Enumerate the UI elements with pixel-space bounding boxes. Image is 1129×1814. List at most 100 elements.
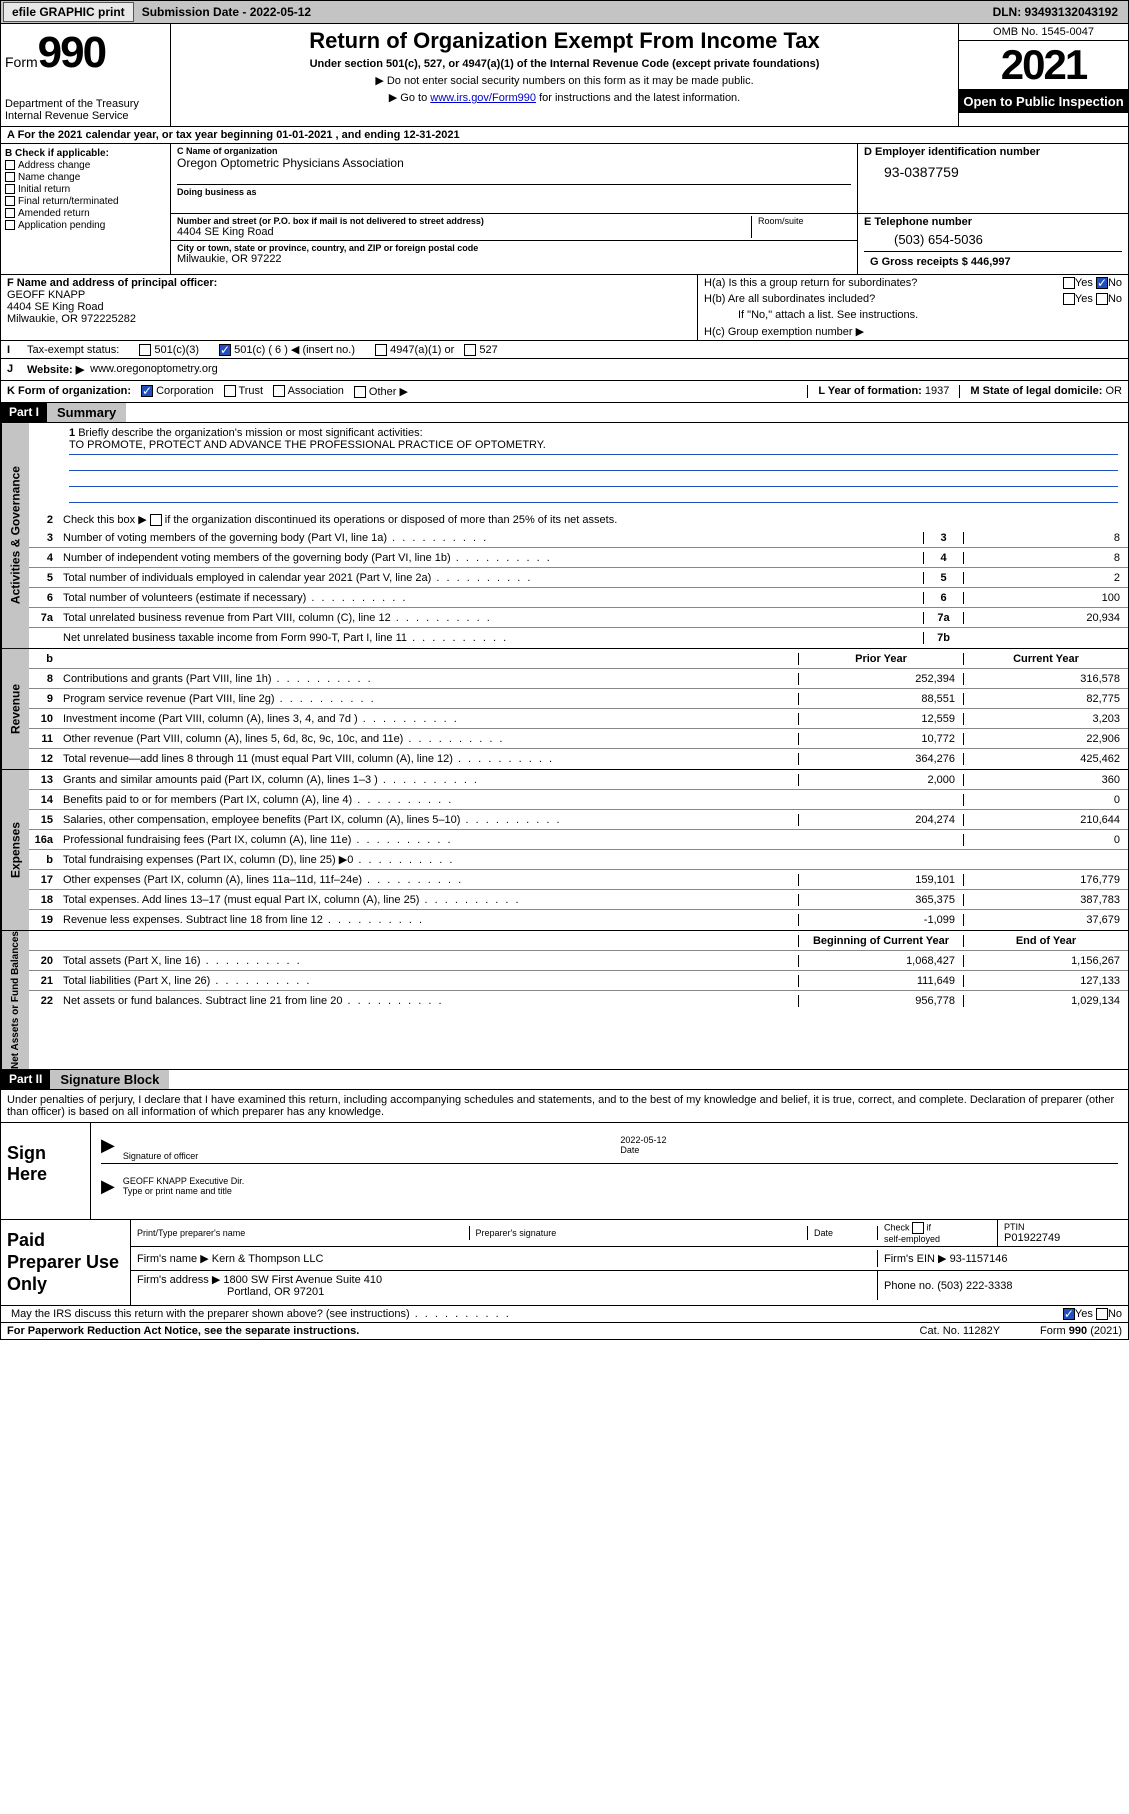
table-row: 9Program service revenue (Part VIII, lin… [29,689,1128,709]
form-org-label: K Form of organization: [7,385,131,398]
sig-arrow-icon: ▶ [101,1135,115,1161]
officer-sig-label: Type or print name and title [123,1186,232,1196]
check-final-return[interactable]: Final return/terminated [5,196,166,207]
netassets-block: Net Assets or Fund Balances Beginning of… [0,931,1129,1070]
table-row: 7aTotal unrelated business revenue from … [29,608,1128,628]
domicile-value: OR [1106,385,1123,397]
table-row: 10Investment income (Part VIII, column (… [29,709,1128,729]
signature-label: Signature of officer [123,1151,198,1161]
check-initial-return[interactable]: Initial return [5,184,166,195]
expenses-tab: Expenses [1,770,29,930]
header-center: Return of Organization Exempt From Incom… [171,24,958,126]
part-i-title: Summary [47,403,126,422]
sig-date-value: 2022-05-12 [620,1135,1118,1145]
discuss-yes[interactable] [1063,1308,1075,1320]
page-footer: For Paperwork Reduction Act Notice, see … [0,1323,1129,1340]
city-label: City or town, state or province, country… [177,243,851,253]
firm-addr-label: Firm's address ▶ [137,1274,220,1286]
part-ii-header: Part II [1,1070,50,1089]
col-e-tel: E Telephone number (503) 654-5036 G Gros… [858,214,1128,274]
paid-preparer-block: Paid Preparer Use Only Print/Type prepar… [0,1220,1129,1306]
discuss-no[interactable] [1096,1308,1108,1320]
revenue-tab: Revenue [1,649,29,769]
firm-phone-value: (503) 222-3338 [937,1280,1012,1292]
chk-501c[interactable] [219,344,231,356]
org-name: Oregon Optometric Physicians Association [177,156,851,170]
street-label: Number and street (or P.O. box if mail i… [177,216,751,226]
chk-4947[interactable] [375,344,387,356]
chk-527[interactable] [464,344,476,356]
row-j-website: J Website: ▶ www.oregonoptometry.org [0,359,1129,381]
footer-cat-no: Cat. No. 11282Y [920,1325,1001,1337]
check-application-pending[interactable]: Application pending [5,220,166,231]
h-b-no[interactable] [1096,293,1108,305]
discuss-label: May the IRS discuss this return with the… [7,1308,1043,1320]
website-label: Website: ▶ [27,363,84,376]
firm-phone-label: Phone no. [884,1280,934,1292]
prep-date-label: Date [814,1228,871,1238]
ptin-label: PTIN [1004,1222,1122,1232]
tel-label: E Telephone number [864,216,1122,228]
city-value: Milwaukie, OR 97222 [177,253,851,265]
h-c-label: H(c) Group exemption number ▶ [698,323,1128,340]
col-c: C Name of organization Oregon Optometric… [171,144,1128,274]
chk-assoc[interactable] [273,385,285,397]
org-name-block: C Name of organization Oregon Optometric… [171,144,858,214]
chk-501c3[interactable] [139,344,151,356]
check-name-change[interactable]: Name change [5,172,166,183]
form-title: Return of Organization Exempt From Incom… [181,28,948,54]
chk-other[interactable] [354,386,366,398]
tax-year: 2021 [959,41,1128,89]
table-row: 20Total assets (Part X, line 16)1,068,42… [29,951,1128,971]
governance-block: Activities & Governance 1 Briefly descri… [0,423,1129,649]
table-row: 8Contributions and grants (Part VIII, li… [29,669,1128,689]
tel-value: (503) 654-5036 [864,228,1122,251]
firm-ein-value: 93-1157146 [950,1253,1008,1265]
address-block: Number and street (or P.O. box if mail i… [171,214,858,274]
chk-trust[interactable] [224,385,236,397]
firm-addr2: Portland, OR 97201 [137,1286,324,1298]
ptin-value: P01922749 [1004,1232,1122,1244]
footer-right: Form 990 (2021) [1040,1325,1122,1337]
form-note-2: ▶ Go to www.irs.gov/Form990 for instruct… [181,91,948,104]
h-a-no[interactable] [1096,277,1108,289]
row-i-tax-status: I Tax-exempt status: 501(c)(3) 501(c) ( … [0,341,1129,359]
paid-preparer-label: Paid Preparer Use Only [1,1220,131,1305]
header-right: OMB No. 1545-0047 2021 Open to Public In… [958,24,1128,126]
irs-link[interactable]: www.irs.gov/Form990 [430,92,536,104]
chk-self-employed[interactable] [912,1222,924,1234]
sign-here-label: Sign Here [1,1123,91,1219]
expenses-block: Expenses 13Grants and similar amounts pa… [0,770,1129,931]
prep-sig-label: Preparer's signature [476,1228,802,1238]
year-formation-label: L Year of formation: [818,385,922,397]
form-note-1: ▶ Do not enter social security numbers o… [181,74,948,87]
sign-here-block: Sign Here ▶ Signature of officer 2022-05… [0,1123,1129,1220]
check-address-change[interactable]: Address change [5,160,166,171]
year-formation-value: 1937 [925,385,949,397]
irs-label: Internal Revenue Service [5,110,166,122]
rev-head-b: b [29,653,59,665]
officer-city: Milwaukie, OR 972225282 [7,313,691,325]
mission-text: TO PROMOTE, PROTECT AND ADVANCE THE PROF… [69,439,1118,455]
beg-year-header: Beginning of Current Year [798,935,963,947]
form-number: 990 [38,28,105,78]
table-row: 17Other expenses (Part IX, column (A), l… [29,870,1128,890]
table-row: 13Grants and similar amounts paid (Part … [29,770,1128,790]
chk-corp[interactable] [141,385,153,397]
part-i-header: Part I [1,403,47,422]
revenue-block: Revenue b Prior Year Current Year 8Contr… [0,649,1129,770]
prior-year-header: Prior Year [798,653,963,665]
dept-label: Department of the Treasury [5,98,166,110]
table-row: 18Total expenses. Add lines 13–17 (must … [29,890,1128,910]
h-b-yes[interactable] [1063,293,1075,305]
table-row: 3Number of voting members of the governi… [29,528,1128,548]
efile-print-button[interactable]: efile GRAPHIC print [3,2,134,22]
officer-name: GEOFF KNAPP [7,289,691,301]
prep-self-employed: Check ifself-employed [878,1220,998,1246]
officer-sig-name: GEOFF KNAPP Executive Dir. [123,1176,1118,1186]
netassets-tab: Net Assets or Fund Balances [1,931,29,1069]
h-b-label: H(b) Are all subordinates included? [704,293,1057,305]
check-amended-return[interactable]: Amended return [5,208,166,219]
chk-line2[interactable] [150,514,162,526]
h-a-yes[interactable] [1063,277,1075,289]
